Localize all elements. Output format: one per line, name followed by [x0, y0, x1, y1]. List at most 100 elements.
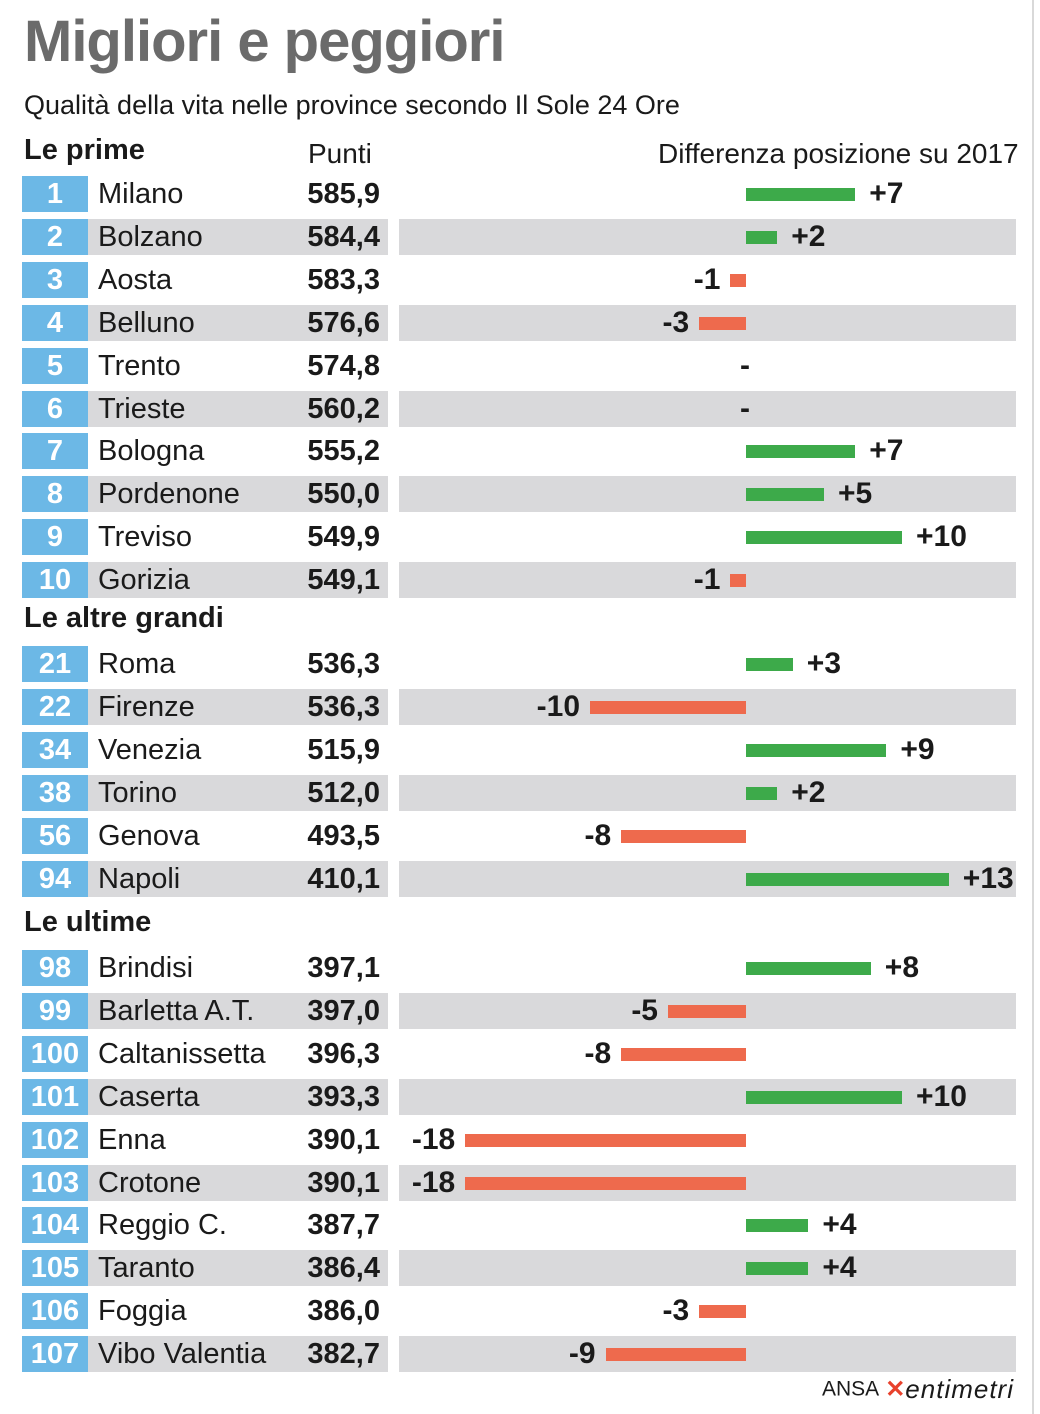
table-row: 104 Reggio C. 387,7 +4 [22, 1207, 1016, 1243]
diff-bar-positive [746, 188, 856, 201]
points-value: 576,6 [307, 307, 380, 339]
points-value: 549,1 [307, 564, 380, 596]
row-background [88, 1336, 388, 1372]
frame-border [1032, 0, 1034, 1414]
rank-badge: 101 [22, 1079, 88, 1115]
points-value: 397,0 [307, 995, 380, 1027]
rank-badge: 4 [22, 305, 88, 341]
diff-label: +2 [791, 776, 826, 809]
province-name: Belluno [98, 307, 195, 339]
diff-bar-negative [621, 1048, 746, 1061]
province-name: Bologna [98, 435, 205, 467]
diff-bar-positive [746, 658, 793, 671]
table-row: 4 Belluno 576,6 -3 [22, 305, 1016, 341]
table-row: 3 Aosta 583,3 -1 [22, 262, 1016, 298]
centimetri-mark-icon: ✕ [885, 1376, 906, 1403]
diff-bar-negative [465, 1177, 746, 1190]
bar-background [399, 433, 1016, 469]
credit: ANSA ✕entimetri [822, 1374, 1014, 1405]
bar-background [399, 646, 1016, 682]
rank-badge: 6 [22, 391, 88, 427]
diff-bar-positive [746, 962, 871, 975]
table-row: 5 Trento 574,8 - [22, 348, 1016, 384]
rank-badge: 103 [22, 1165, 88, 1201]
section-label: Le prime [24, 134, 145, 166]
rank-badge: 21 [22, 646, 88, 682]
rank-badge: 22 [22, 689, 88, 725]
rank-badge: 105 [22, 1250, 88, 1286]
diff-bar-positive [746, 787, 778, 800]
table-row: 10 Gorizia 549,1 -1 [22, 562, 1016, 598]
row-background [88, 689, 388, 725]
table-row: 21 Roma 536,3 +3 [22, 646, 1016, 682]
table-row: 56 Genova 493,5 -8 [22, 818, 1016, 854]
diff-label: +13 [962, 862, 1014, 895]
points-value: 396,3 [307, 1038, 380, 1070]
province-name: Enna [98, 1124, 166, 1156]
rank-badge: 99 [22, 993, 88, 1029]
points-value: 555,2 [307, 435, 380, 467]
bar-background [399, 1250, 1016, 1286]
rank-badge: 9 [22, 519, 88, 555]
province-name: Venezia [98, 734, 202, 766]
province-name: Reggio C. [98, 1209, 227, 1241]
bar-background [399, 775, 1016, 811]
province-name: Genova [98, 820, 200, 852]
row-background [88, 219, 388, 255]
rank-badge: 102 [22, 1122, 88, 1158]
table-row: 100 Caltanissetta 396,3 -8 [22, 1036, 1016, 1072]
diff-label: +4 [822, 1208, 857, 1241]
table-row: 99 Barletta A.T. 397,0 -5 [22, 993, 1016, 1029]
province-name: Caserta [98, 1081, 200, 1113]
table-row: 34 Venezia 515,9 +9 [22, 732, 1016, 768]
row-background [88, 305, 388, 341]
rank-badge: 100 [22, 1036, 88, 1072]
points-value: 386,0 [307, 1295, 380, 1327]
province-name: Pordenone [98, 478, 240, 510]
table-row: 101 Caserta 393,3 +10 [22, 1079, 1016, 1115]
diff-label: +5 [838, 477, 873, 510]
table-row: 105 Taranto 386,4 +4 [22, 1250, 1016, 1286]
diff-label: -10 [536, 690, 580, 723]
diff-bar-positive [746, 1219, 809, 1232]
table-row: 7 Bologna 555,2 +7 [22, 433, 1016, 469]
section-label: Le altre grandi [24, 602, 224, 634]
bar-background [399, 1207, 1016, 1243]
province-name: Milano [98, 178, 184, 210]
province-name: Taranto [98, 1252, 195, 1284]
row-background [88, 1079, 388, 1115]
bar-background [399, 219, 1016, 255]
page-subtitle: Qualità della vita nelle province second… [24, 90, 680, 120]
ansa-logo: ANSA [822, 1377, 880, 1401]
table-row: 9 Treviso 549,9 +10 [22, 519, 1016, 555]
rank-badge: 5 [22, 348, 88, 384]
points-value: 390,1 [307, 1124, 380, 1156]
province-name: Napoli [98, 863, 181, 895]
diff-label: +2 [791, 220, 826, 253]
diff-label: +8 [884, 951, 920, 984]
bar-background [399, 176, 1016, 212]
points-value: 536,3 [307, 691, 380, 723]
row-background [88, 993, 388, 1029]
diff-bar-negative [465, 1134, 746, 1147]
diff-label: +4 [822, 1251, 857, 1284]
province-name: Brindisi [98, 952, 194, 984]
rank-badge: 10 [22, 562, 88, 598]
diff-label: -8 [584, 1037, 612, 1070]
table-row: 38 Torino 512,0 +2 [22, 775, 1016, 811]
province-name: Crotone [98, 1167, 202, 1199]
bar-background [399, 476, 1016, 512]
diff-label: -18 [411, 1123, 456, 1156]
province-name: Trieste [98, 393, 186, 425]
diff-label: -9 [568, 1337, 596, 1370]
points-value: 397,1 [307, 952, 380, 984]
diff-bar-negative [605, 1348, 746, 1361]
points-value: 387,7 [307, 1209, 380, 1241]
rank-badge: 1 [22, 176, 88, 212]
row-background [88, 562, 388, 598]
diff-label: +9 [900, 733, 935, 766]
rank-badge: 107 [22, 1336, 88, 1372]
province-name: Bolzano [98, 221, 203, 253]
diff-label: - [740, 392, 750, 425]
table-row: 107 Vibo Valentia 382,7 -9 [22, 1336, 1016, 1372]
